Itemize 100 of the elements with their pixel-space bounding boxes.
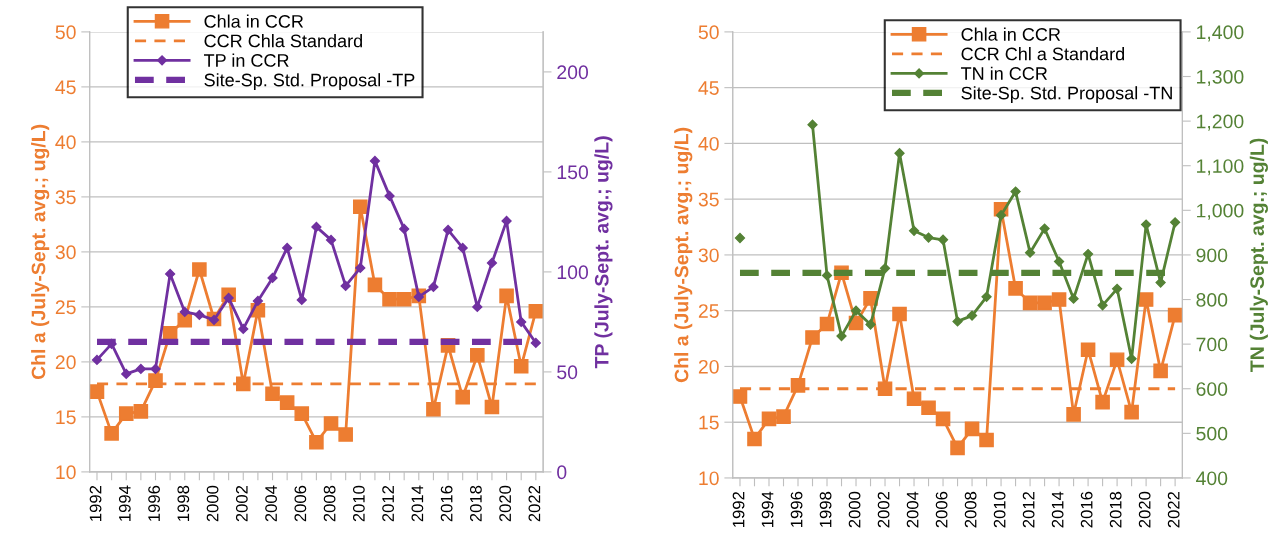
y2-tick-label: 900	[1196, 248, 1228, 263]
point	[1082, 248, 1094, 260]
point	[964, 421, 980, 437]
y-tick-label: 30	[55, 245, 76, 260]
y2-tick-label: 100	[557, 265, 589, 280]
y-axis-title: Chl a (July-Sept. avg.; ug/L)	[674, 127, 693, 383]
point	[776, 409, 791, 424]
point	[133, 404, 149, 419]
x-tick-label: 1998	[819, 491, 832, 527]
x-tick-label: 2012	[1022, 491, 1035, 528]
point	[192, 262, 207, 277]
x-tick-label: 2006	[294, 485, 307, 522]
point	[340, 280, 351, 292]
y2-tick-label: 400	[1196, 471, 1228, 486]
y2-tick-label: 1,300	[1197, 69, 1244, 87]
point	[950, 440, 965, 456]
point	[937, 234, 949, 245]
point	[836, 330, 847, 342]
point	[338, 427, 353, 442]
point	[323, 416, 339, 431]
point	[384, 190, 395, 202]
point	[1169, 217, 1181, 228]
point	[1109, 352, 1125, 368]
point	[1051, 292, 1067, 307]
x-tick-label: 2018	[469, 485, 482, 522]
point	[252, 295, 264, 307]
point	[106, 338, 117, 350]
y2-tick-label: 200	[557, 65, 589, 80]
point	[1053, 256, 1065, 267]
y-tick-label: 20	[698, 359, 719, 374]
x-tick-label: 2020	[1138, 491, 1151, 528]
y-tick-label: 25	[698, 304, 719, 318]
x-tick-label: 2000	[848, 491, 861, 528]
y2-tick-label: 600	[1196, 382, 1228, 396]
legend-label: CCR Chla Standard	[204, 34, 362, 48]
y2-axis-title: TP (July-Sept. avg.; ug/L)	[594, 136, 613, 369]
x-tick-label: 1992	[732, 491, 745, 527]
point	[442, 224, 454, 236]
point	[979, 432, 994, 448]
x-tick-label: 1992	[89, 485, 102, 521]
point	[118, 406, 134, 421]
point	[1153, 363, 1168, 379]
point	[877, 381, 893, 397]
point	[513, 359, 529, 374]
y2-tick-label: 1,200	[1197, 114, 1244, 131]
point	[484, 399, 500, 415]
point	[734, 232, 746, 244]
point	[1095, 394, 1110, 410]
point	[966, 310, 978, 321]
y2-tick-label: 150	[557, 165, 589, 180]
y2-tick-label: 800	[1196, 293, 1228, 307]
point	[457, 242, 468, 254]
point	[309, 434, 324, 450]
point	[530, 337, 541, 349]
point	[952, 316, 963, 327]
point	[1010, 186, 1021, 197]
point	[790, 378, 806, 393]
legend-label: TN in CCR	[961, 66, 1048, 80]
point	[279, 395, 295, 410]
y2-tick-label: 1,100	[1197, 159, 1244, 176]
point	[1068, 293, 1079, 304]
y-axis-title: Chl a (July-Sept. avg.; ug/L)	[31, 124, 50, 380]
y-tick-label: 40	[698, 136, 719, 151]
y2-tick-label: 50	[557, 365, 578, 380]
point	[850, 305, 862, 316]
y2-axis-title: TN (July-Sept. avg.; ug/L)	[1249, 138, 1268, 372]
x-tick-label: 1994	[118, 485, 131, 521]
x-tick-label: 2008	[323, 485, 336, 522]
point	[906, 391, 922, 407]
point	[995, 210, 1007, 221]
point	[935, 411, 951, 427]
legend-label: Chla in CCR	[204, 14, 304, 28]
point	[486, 257, 498, 269]
point	[455, 389, 470, 405]
point	[311, 221, 322, 233]
point	[819, 316, 835, 332]
y-tick-label: 35	[55, 190, 76, 205]
legend-label: Chla in CCR	[961, 27, 1061, 41]
legend-label: CCR Chl a Standard	[961, 47, 1125, 61]
point	[1111, 283, 1123, 294]
y2-tick-label: 500	[1196, 426, 1228, 441]
point	[104, 426, 119, 441]
y-tick-label: 20	[55, 355, 76, 370]
point	[121, 368, 132, 380]
point	[135, 363, 146, 375]
y-tick-label: 50	[55, 25, 76, 40]
point	[194, 309, 205, 321]
x-tick-label: 2014	[411, 485, 424, 522]
y-tick-label: 30	[698, 248, 719, 263]
x-tick-label: 2002	[877, 491, 890, 528]
x-tick-label: 2022	[528, 485, 541, 522]
x-tick-label: 2010	[993, 491, 1006, 528]
point	[472, 301, 483, 313]
point	[499, 288, 514, 304]
point	[1080, 342, 1096, 358]
point	[223, 292, 234, 304]
x-tick-label: 2004	[906, 491, 919, 528]
y-tick-label: 25	[55, 300, 76, 315]
point	[265, 386, 280, 402]
legend-label: TP in CCR	[203, 53, 289, 67]
